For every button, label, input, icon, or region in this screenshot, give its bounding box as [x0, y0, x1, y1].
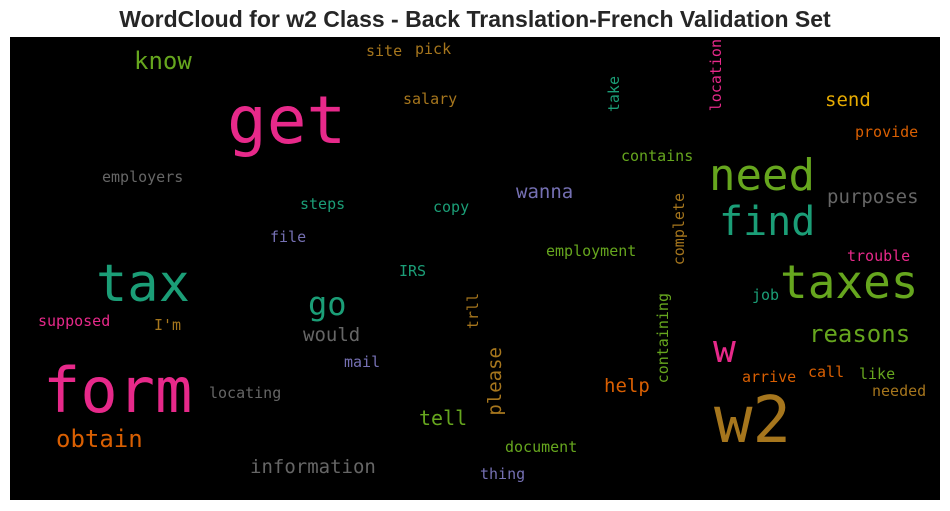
word: trll — [464, 293, 482, 330]
word: help — [604, 375, 650, 397]
word: find — [719, 199, 816, 245]
word: purposes — [827, 186, 919, 208]
word: would — [303, 324, 361, 346]
word: go — [308, 285, 347, 323]
word: pick — [415, 40, 452, 58]
word: IRS — [399, 262, 427, 280]
word: trouble — [847, 247, 911, 265]
word: complete — [670, 193, 688, 266]
word: taxes — [780, 255, 919, 309]
word: provide — [855, 123, 919, 141]
word: send — [825, 89, 871, 111]
word: employment — [546, 242, 637, 260]
word: thing — [480, 465, 526, 483]
word-cloud: get form w2 tax taxes need find w go rea… — [10, 37, 940, 500]
word: salary — [403, 90, 458, 108]
word: locating — [209, 384, 282, 402]
word: w — [713, 327, 736, 371]
word: take — [605, 76, 623, 113]
word: information — [250, 456, 376, 478]
word: mail — [344, 353, 381, 371]
word: need — [709, 150, 815, 201]
word: employers — [102, 168, 184, 186]
word: job — [752, 286, 780, 304]
word: contains — [621, 147, 694, 165]
word: reasons — [809, 320, 911, 348]
word: supposed — [38, 312, 111, 330]
word: location — [707, 39, 725, 112]
word: know — [134, 47, 192, 75]
word: steps — [300, 195, 346, 213]
word: copy — [433, 198, 470, 216]
chart-title: WordCloud for w2 Class - Back Translatio… — [119, 6, 831, 32]
word: w2 — [714, 384, 792, 458]
word: tax — [96, 254, 190, 314]
word: form — [43, 354, 193, 427]
word: I'm — [154, 316, 182, 334]
word: wanna — [516, 181, 574, 203]
word: needed — [872, 382, 927, 400]
word: get — [227, 82, 347, 159]
word: call — [808, 363, 845, 381]
word: file — [270, 228, 307, 246]
word: obtain — [56, 425, 143, 453]
word: site — [366, 42, 403, 60]
word: containing — [654, 293, 672, 384]
word: arrive — [742, 368, 797, 386]
word: like — [859, 365, 896, 383]
word: document — [505, 438, 578, 456]
word: please — [484, 347, 506, 416]
word: tell — [419, 406, 468, 430]
